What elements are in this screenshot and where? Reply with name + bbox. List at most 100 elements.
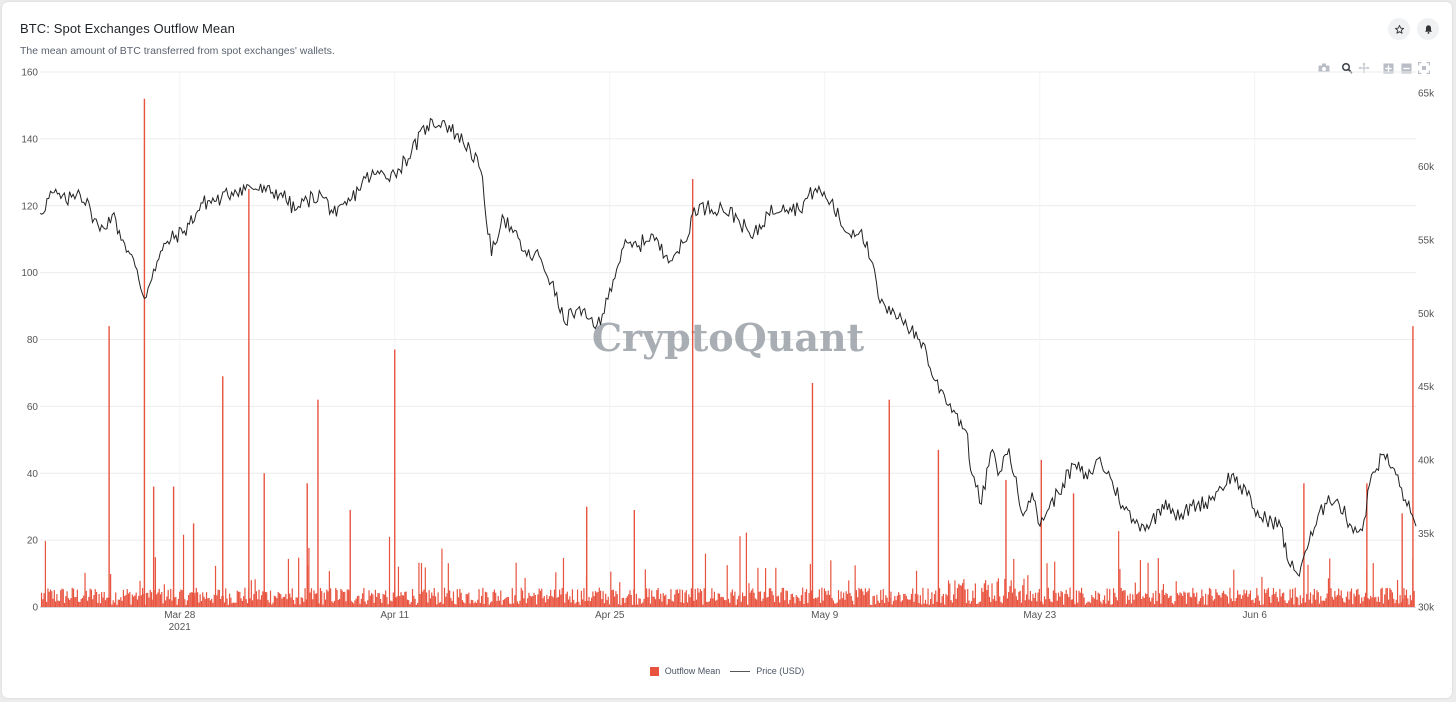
zoom-out-icon[interactable] <box>1399 61 1413 75</box>
outflow-bar <box>44 541 46 607</box>
outflow-bar <box>1386 587 1388 607</box>
outflow-bar <box>900 601 902 607</box>
outflow-bar <box>878 602 881 607</box>
outflow-bar <box>830 560 832 607</box>
outflow-bar <box>189 592 191 607</box>
outflow-bar <box>927 588 929 607</box>
outflow-bar <box>576 589 579 607</box>
outflow-bar <box>133 596 135 607</box>
outflow-bar <box>455 604 457 607</box>
outflow-bar <box>821 587 823 607</box>
outflow-bar <box>1221 592 1223 607</box>
outflow-bar <box>1240 598 1243 607</box>
outflow-bar <box>598 587 600 607</box>
outflow-bar <box>1182 596 1184 607</box>
outflow-bar <box>1072 493 1075 607</box>
outflow-bar <box>1156 601 1158 607</box>
outflow-bar <box>896 595 898 607</box>
outflow-bar <box>611 590 613 607</box>
outflow-bar <box>886 597 888 607</box>
outflow-bar <box>937 449 940 607</box>
y-right-tick-label: 60k <box>1418 162 1435 173</box>
y-left-tick-label: 80 <box>27 335 39 346</box>
outflow-bar <box>548 596 550 607</box>
outflow-bar <box>1253 602 1255 607</box>
outflow-bar <box>292 599 295 607</box>
outflow-bar <box>441 548 443 607</box>
zoom-in-icon[interactable] <box>1381 61 1395 75</box>
outflow-bar <box>497 595 499 607</box>
outflow-bar <box>333 600 336 607</box>
outflow-bar <box>816 598 818 607</box>
outflow-bar <box>565 593 567 607</box>
outflow-bar <box>955 598 957 607</box>
outflow-bar <box>1205 593 1207 607</box>
outflow-bar <box>654 599 657 607</box>
outflow-bar <box>781 587 783 607</box>
outflow-bar <box>271 604 273 607</box>
outflow-bar <box>1056 600 1058 607</box>
outflow-bar <box>1226 596 1229 607</box>
outflow-bar <box>1247 596 1249 607</box>
pan-icon[interactable] <box>1357 61 1371 75</box>
outflow-bar <box>413 595 415 607</box>
outflow-bar <box>1072 599 1074 607</box>
outflow-bar <box>790 594 792 607</box>
outflow-bar <box>1068 597 1070 607</box>
outflow-bar <box>1349 591 1351 607</box>
outflow-bar <box>621 597 623 607</box>
reset-axes-icon[interactable] <box>1417 61 1431 75</box>
camera-icon[interactable] <box>1317 61 1331 75</box>
outflow-bar <box>474 601 476 607</box>
outflow-bar <box>1033 597 1035 607</box>
outflow-bar <box>1242 595 1244 607</box>
alert-bell-button[interactable] <box>1417 18 1439 40</box>
outflow-bar <box>463 602 465 607</box>
outflow-bar <box>1413 591 1415 607</box>
outflow-bar <box>809 563 811 607</box>
outflow-bar <box>788 603 790 607</box>
outflow-bar <box>507 596 510 607</box>
outflow-bar <box>940 602 942 607</box>
outflow-bar <box>776 596 778 607</box>
legend-item-price[interactable]: Price (USD) <box>730 666 804 676</box>
outflow-bar <box>918 603 920 607</box>
outflow-bar <box>1215 588 1217 607</box>
outflow-bar <box>871 604 873 607</box>
outflow-bar <box>1079 592 1081 607</box>
outflow-bar <box>759 591 762 607</box>
bell-icon <box>1423 24 1434 35</box>
outflow-bar <box>226 598 228 607</box>
outflow-bar <box>780 592 782 607</box>
outflow-bar <box>408 600 410 607</box>
outflow-bar <box>195 587 197 607</box>
outflow-bar <box>312 599 314 607</box>
outflow-bar <box>498 600 501 607</box>
outflow-bar <box>341 590 343 607</box>
legend-item-outflow[interactable]: Outflow Mean <box>649 666 721 676</box>
outflow-bar <box>202 592 204 607</box>
outflow-bar <box>1350 588 1353 607</box>
outflow-bar <box>1022 585 1024 607</box>
outflow-bar <box>296 597 298 607</box>
outflow-bar <box>712 598 714 607</box>
outflow-bar <box>945 593 947 607</box>
outflow-bar <box>1394 603 1396 607</box>
outflow-bar <box>1155 590 1157 607</box>
outflow-bar <box>165 600 167 607</box>
outflow-bar <box>527 598 529 607</box>
outflow-bar <box>698 592 700 607</box>
outflow-bar <box>832 600 834 607</box>
outflow-bar <box>733 595 735 607</box>
outflow-bar <box>71 587 73 607</box>
outflow-bar <box>1101 603 1103 607</box>
outflow-bar <box>168 599 171 607</box>
legend-label-outflow: Outflow Mean <box>664 666 721 676</box>
outflow-bar <box>1266 589 1268 607</box>
outflow-bar <box>289 593 291 607</box>
favorite-star-button[interactable] <box>1388 18 1410 40</box>
outflow-bar <box>60 590 62 607</box>
outflow-bar <box>112 600 114 607</box>
outflow-bar <box>1231 601 1234 607</box>
